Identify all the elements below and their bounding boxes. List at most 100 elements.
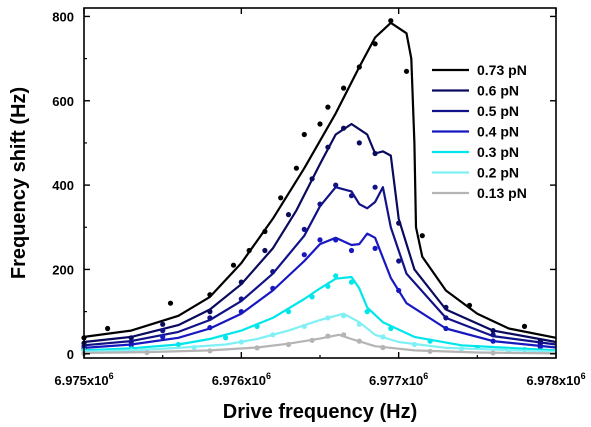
data-point	[278, 195, 284, 201]
data-point	[270, 285, 276, 291]
data-point	[270, 332, 276, 338]
data-point	[537, 344, 543, 350]
data-point	[348, 193, 355, 199]
data-point	[317, 201, 323, 207]
data-point	[403, 68, 410, 74]
data-point	[396, 258, 402, 264]
data-point	[411, 341, 417, 348]
data-point	[128, 335, 134, 341]
series-line	[83, 186, 557, 347]
data-point	[270, 269, 276, 275]
data-point	[490, 332, 496, 338]
data-point	[230, 262, 237, 268]
data-point	[317, 121, 323, 127]
x-tick-label: 6.976x106	[212, 371, 271, 388]
legend-label: 0.2 pN	[477, 165, 519, 181]
data-point	[380, 334, 386, 340]
data-point	[301, 131, 307, 138]
data-point	[372, 150, 378, 157]
series-0-73-pn	[81, 18, 557, 341]
axis-tick-labels: 6.975x106 6.976x106 6.977x106 6.978x106 0 200…	[52, 9, 585, 388]
series-layer	[81, 18, 557, 356]
data-point	[372, 245, 378, 251]
legend-label: 0.4 pN	[477, 124, 519, 140]
data-point	[262, 228, 268, 235]
data-point	[372, 184, 378, 190]
data-point	[341, 85, 347, 91]
data-point	[380, 344, 386, 351]
data-point	[341, 332, 347, 338]
data-point	[301, 323, 307, 329]
data-point	[175, 341, 181, 348]
data-point	[207, 325, 213, 331]
data-point	[333, 182, 339, 188]
data-point	[341, 125, 347, 131]
y-axis-title: Frequency shift (Hz)	[8, 87, 30, 279]
plot-frame	[83, 7, 557, 359]
series-0-13-pn	[81, 332, 557, 356]
axis-ticks	[83, 8, 557, 358]
data-point	[348, 279, 355, 285]
y-tick-label: 200	[52, 262, 74, 277]
data-point	[325, 144, 331, 150]
legend-label: 0.3 pN	[477, 144, 519, 160]
data-point	[490, 338, 496, 344]
data-point	[341, 313, 347, 319]
data-point	[285, 212, 292, 218]
data-point	[207, 292, 213, 298]
data-point	[325, 283, 331, 289]
data-point	[490, 328, 496, 334]
data-point	[309, 176, 315, 182]
data-point	[301, 252, 307, 258]
data-point	[356, 64, 362, 70]
data-point	[238, 309, 244, 315]
y-tick-label: 600	[52, 94, 74, 109]
series-line	[83, 312, 557, 353]
data-point	[105, 325, 111, 332]
data-point	[238, 339, 244, 345]
data-point	[333, 273, 339, 279]
data-point	[317, 237, 323, 243]
data-point	[419, 233, 425, 239]
data-point	[238, 279, 244, 285]
data-point	[325, 104, 331, 110]
data-point	[466, 302, 473, 308]
data-point	[207, 348, 213, 354]
y-tick-label: 400	[52, 178, 74, 193]
legend: 0.73 pN 0.6 pN 0.5 pN 0.4 pN 0.3 pN 0.2 pN 0.1…	[432, 62, 527, 201]
data-point	[443, 325, 449, 332]
data-point	[490, 350, 496, 356]
x-tick-label: 6.975x106	[54, 371, 113, 388]
data-point	[160, 334, 166, 340]
data-point	[167, 300, 174, 306]
data-point	[285, 341, 292, 348]
data-point	[356, 338, 362, 344]
data-point	[333, 237, 339, 243]
series-line	[83, 232, 557, 349]
x-tick-label: 6.977x106	[369, 371, 428, 388]
data-point	[207, 309, 213, 315]
data-point	[293, 165, 299, 171]
data-point	[325, 315, 331, 321]
data-point	[396, 220, 402, 226]
data-point	[223, 335, 229, 341]
data-point	[238, 296, 244, 302]
data-point	[144, 349, 150, 356]
data-point	[160, 321, 166, 327]
x-axis-title: Drive frequency (Hz)	[223, 401, 418, 423]
data-point	[443, 304, 449, 310]
legend-label: 0.13 pN	[477, 185, 527, 201]
data-point	[356, 140, 362, 146]
data-point	[427, 338, 433, 344]
data-point	[521, 323, 528, 329]
data-point	[207, 315, 213, 321]
series-0-6-pn	[81, 122, 557, 346]
data-point	[301, 226, 307, 232]
series-line	[83, 275, 557, 352]
data-point	[191, 344, 197, 351]
data-point	[254, 345, 260, 351]
data-point	[388, 18, 394, 24]
data-point	[262, 247, 268, 254]
data-point	[309, 294, 315, 300]
legend-label: 0.73 pN	[477, 62, 527, 78]
